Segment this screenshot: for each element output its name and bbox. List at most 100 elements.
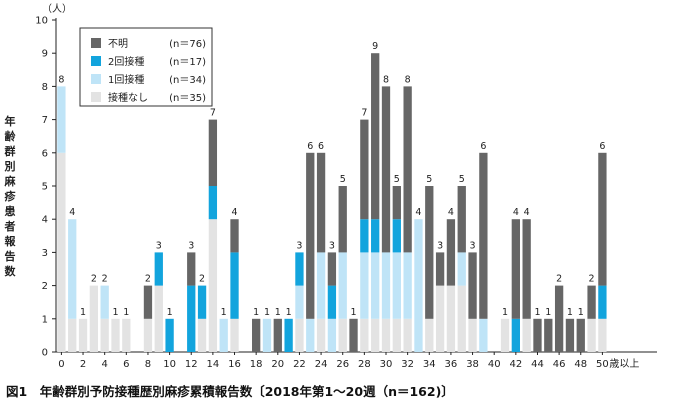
bar-total-label: 1 <box>578 307 584 318</box>
bar-segment <box>360 219 369 253</box>
bar-segment <box>533 318 542 352</box>
bar-segment <box>262 318 272 352</box>
bar-segment <box>197 285 207 319</box>
bar-total-label: 1 <box>221 307 227 318</box>
bar-total-label: 5 <box>459 174 465 185</box>
legend-count: (n＝35) <box>169 93 206 104</box>
bar-total-label: 3 <box>437 240 443 251</box>
bar-segment <box>187 285 196 352</box>
bar-segment <box>371 252 380 319</box>
bar-segment <box>284 318 293 352</box>
bar-segment <box>295 285 304 319</box>
bar-total-label: 6 <box>318 141 324 152</box>
bar-segment <box>327 318 337 352</box>
bar-segment <box>295 318 304 352</box>
bar-segment <box>371 53 380 220</box>
y-tick-label: 9 <box>42 49 48 60</box>
bar-segment <box>500 318 510 352</box>
legend-label: 1回接種 <box>108 73 144 86</box>
bar-total-label: 8 <box>405 74 411 85</box>
x-tick-label: 0 <box>58 359 64 370</box>
legend-count: (n＝76) <box>169 39 206 50</box>
bar-segment <box>273 318 282 352</box>
bar-segment <box>360 252 369 319</box>
legend-label: 不明 <box>108 38 128 50</box>
bar-segment <box>143 285 153 319</box>
bar-segment <box>68 219 77 319</box>
bar-segment <box>360 318 369 352</box>
bar-segment <box>316 318 326 352</box>
bar-total-label: 7 <box>210 108 216 119</box>
bar-segment <box>468 252 477 319</box>
bar-segment <box>306 152 315 319</box>
x-tick-label: 28 <box>358 359 371 370</box>
y-tick-label: 0 <box>42 348 48 359</box>
bar-total-label: 5 <box>394 174 400 185</box>
x-tick-label: 16 <box>228 359 241 370</box>
x-tick-label: 38 <box>466 359 479 370</box>
bar-segment <box>446 285 456 352</box>
legend-swatch <box>91 74 101 84</box>
bar-segment <box>327 252 337 286</box>
bar-segment <box>457 186 466 253</box>
bar-segment <box>598 318 607 352</box>
bar-segment <box>587 318 596 352</box>
bar-total-label: 7 <box>361 108 367 119</box>
bar-segment <box>392 219 401 253</box>
x-tick-label: 30 <box>380 359 393 370</box>
x-tick-label: 12 <box>185 359 198 370</box>
bar-segment <box>165 318 174 352</box>
y-unit-label: （人） <box>42 3 72 15</box>
bar-segment <box>338 186 347 253</box>
bar-total-label: 4 <box>231 207 237 218</box>
bar-total-label: 5 <box>340 174 346 185</box>
bar-segment <box>371 318 380 352</box>
bar-segment <box>457 252 466 286</box>
bar-segment <box>208 119 218 186</box>
bar-segment <box>392 318 401 352</box>
y-tick-label: 8 <box>42 82 48 93</box>
x-tick-label: 48 <box>574 359 587 370</box>
bar-segment <box>111 318 120 352</box>
bar-total-label: 1 <box>80 307 86 318</box>
x-tick-label: 6 <box>123 359 129 370</box>
bar-total-label: 4 <box>524 207 530 218</box>
x-tick-label: 20 <box>271 359 284 370</box>
bar-total-label: 8 <box>383 74 389 85</box>
bar-segment <box>511 219 520 319</box>
bar-segment <box>338 252 347 319</box>
y-tick-label: 6 <box>42 148 48 159</box>
bar-segment <box>522 219 531 319</box>
y-tick-label: 3 <box>42 248 48 259</box>
bar-segment <box>230 252 239 319</box>
bar-total-label: 6 <box>599 141 605 152</box>
bar-total-label: 6 <box>480 141 486 152</box>
bar-segment <box>208 219 218 352</box>
bar-total-label: 4 <box>448 207 454 218</box>
bar-segment <box>371 219 380 253</box>
bar-segment <box>219 318 228 352</box>
x-tick-label: 40 <box>488 359 501 370</box>
bar-total-label: 3 <box>329 240 335 251</box>
bar-total-label: 1 <box>545 307 551 318</box>
y-axis-title: 年齢群別麻疹患者報告数 <box>4 114 17 278</box>
legend-swatch <box>91 38 101 48</box>
legend-swatch <box>91 92 101 102</box>
bar-segment <box>511 318 520 352</box>
bar-total-label: 3 <box>156 240 162 251</box>
legend-count: (n＝17) <box>169 57 206 68</box>
bar-segment <box>154 252 163 286</box>
x-tick-label: 34 <box>423 359 436 370</box>
bar-total-label: 4 <box>513 207 519 218</box>
bar-segment <box>316 152 326 253</box>
bar-segment <box>554 285 564 352</box>
bar-segment <box>598 285 607 319</box>
bar-total-label: 6 <box>307 141 313 152</box>
x-tick-suffix: 歳以上 <box>609 358 639 370</box>
bar-segment <box>295 252 304 286</box>
x-tick-label: 26 <box>336 359 349 370</box>
legend-label: 2回接種 <box>108 55 144 68</box>
figure-caption: 図1 年齢群別予防接種歴別麻疹累積報告数〔2018年第1～20週（n＝162)〕 <box>6 384 454 399</box>
bar-segment <box>425 318 434 352</box>
